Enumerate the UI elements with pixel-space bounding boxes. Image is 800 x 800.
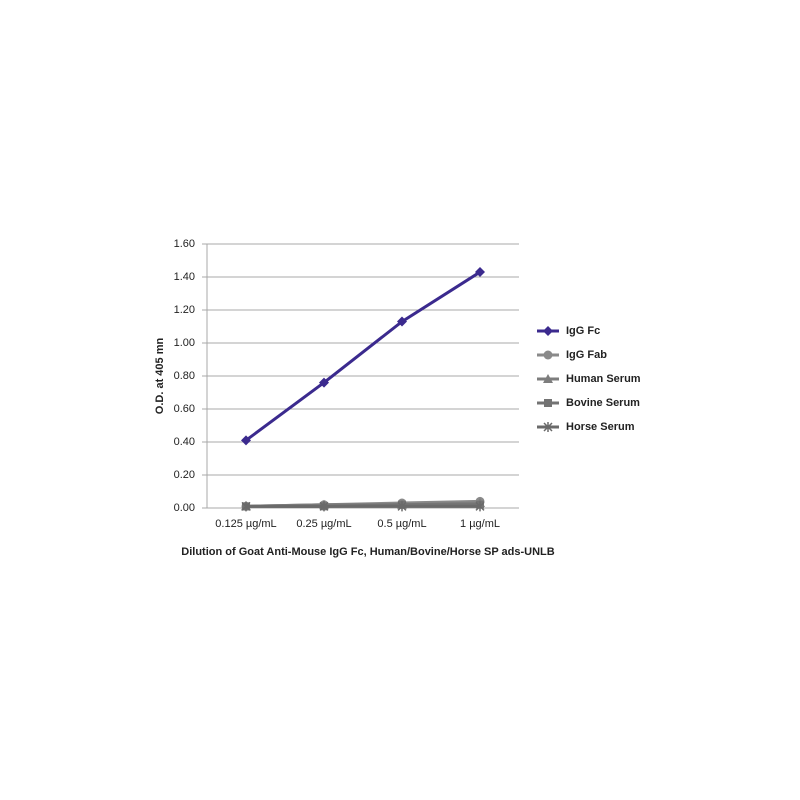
marker (397, 316, 407, 327)
y-tick-label: 0.60 (174, 403, 195, 415)
legend-label: Human Serum (566, 373, 641, 385)
y-tick-label: 1.00 (174, 337, 195, 349)
series-line (245, 270, 481, 442)
legend-label: Bovine Serum (566, 397, 640, 409)
marker (543, 350, 553, 360)
marker (475, 267, 485, 278)
x-tick-label: 0.25 µg/mL (296, 518, 351, 530)
marker (543, 374, 553, 383)
legend-label: IgG Fc (566, 325, 600, 337)
y-tick-label: 0.20 (174, 469, 195, 481)
y-axis-title: O.D. at 405 mn (154, 338, 166, 415)
marker (241, 501, 251, 512)
marker (397, 501, 407, 512)
marker (241, 435, 251, 446)
x-axis-title: Dilution of Goat Anti-Mouse IgG Fc, Huma… (181, 546, 554, 558)
legend-label: Horse Serum (566, 421, 635, 433)
marker (475, 501, 485, 512)
y-tick-label: 0.40 (174, 436, 195, 448)
marker (543, 326, 553, 336)
x-tick-label: 0.5 µg/mL (377, 518, 426, 530)
y-tick-label: 0.80 (174, 370, 195, 382)
marker (544, 399, 552, 407)
legend-label: IgG Fab (566, 349, 607, 361)
y-tick-label: 1.40 (174, 271, 195, 283)
x-tick-label: 1 µg/mL (460, 518, 500, 530)
marker (319, 377, 329, 388)
y-tick-label: 1.20 (174, 304, 195, 316)
marker (543, 422, 553, 432)
x-tick-label: 0.125 µg/mL (215, 518, 276, 530)
marker (319, 501, 329, 512)
y-tick-label: 0.00 (174, 502, 195, 514)
y-tick-label: 1.60 (174, 238, 195, 250)
